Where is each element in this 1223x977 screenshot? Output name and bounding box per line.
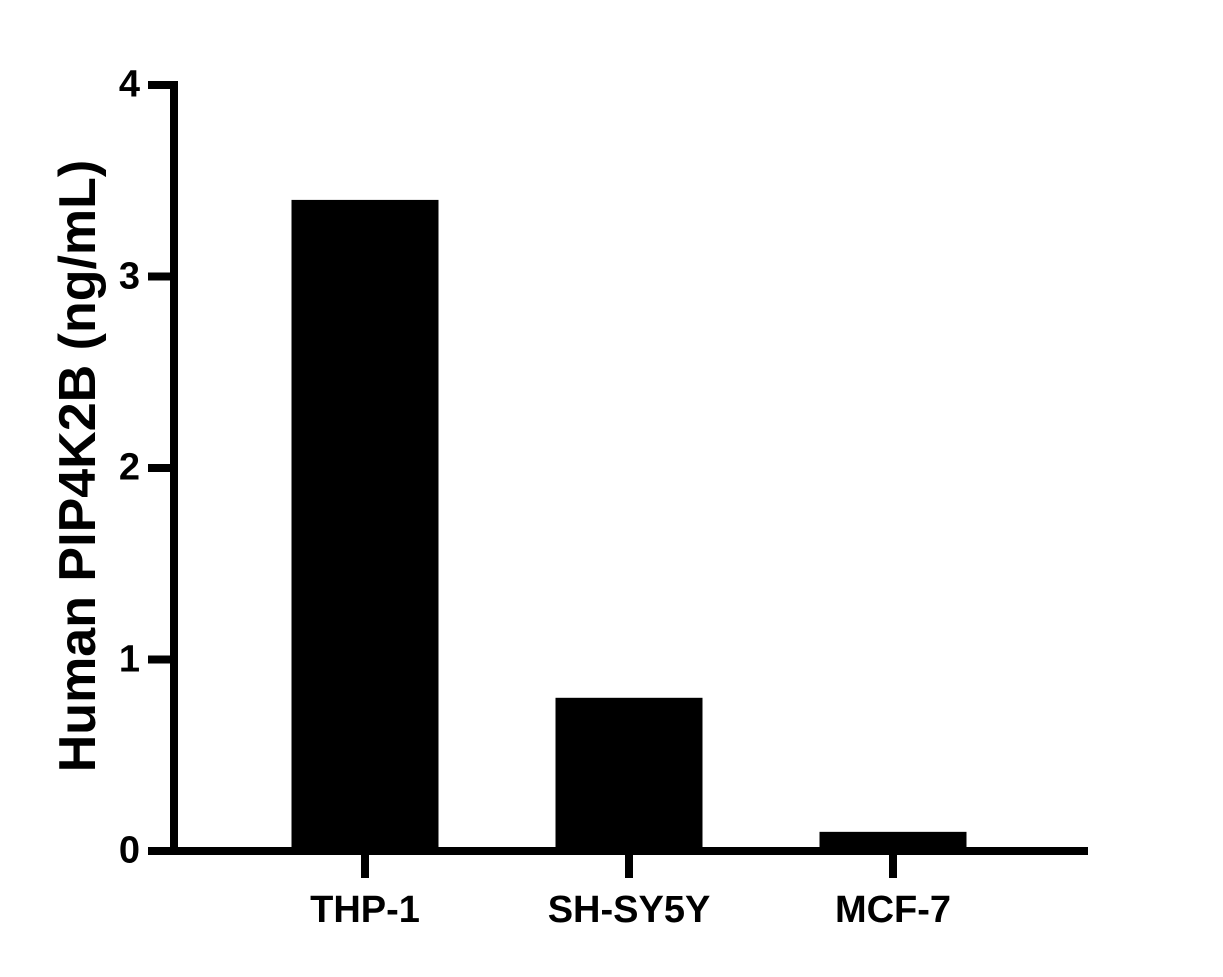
y-tick: [148, 847, 174, 855]
bar-thp-1: [291, 199, 439, 851]
y-axis-label: Human PIP4K2B (ng/mL): [49, 159, 107, 773]
y-tick: [148, 655, 174, 664]
y-tick: [148, 272, 174, 281]
y-tick-label: 4: [118, 63, 140, 106]
y-tick-label: 2: [118, 446, 140, 489]
y-tick: [148, 464, 174, 472]
x-tick: [361, 851, 369, 878]
y-tick-label: 1: [118, 638, 140, 680]
x-tick-label: SH-SY5Y: [547, 889, 711, 931]
bar-mcf-7: [819, 831, 967, 851]
y-tick-label: 0: [118, 829, 140, 872]
bar-sh-sy5y: [555, 697, 703, 851]
y-tick: [148, 81, 174, 89]
x-tick-label: THP-1: [310, 889, 420, 931]
x-tick: [625, 851, 633, 878]
x-tick: [889, 851, 897, 878]
x-tick-label: MCF-7: [834, 889, 952, 931]
y-tick-label: 3: [118, 255, 140, 297]
